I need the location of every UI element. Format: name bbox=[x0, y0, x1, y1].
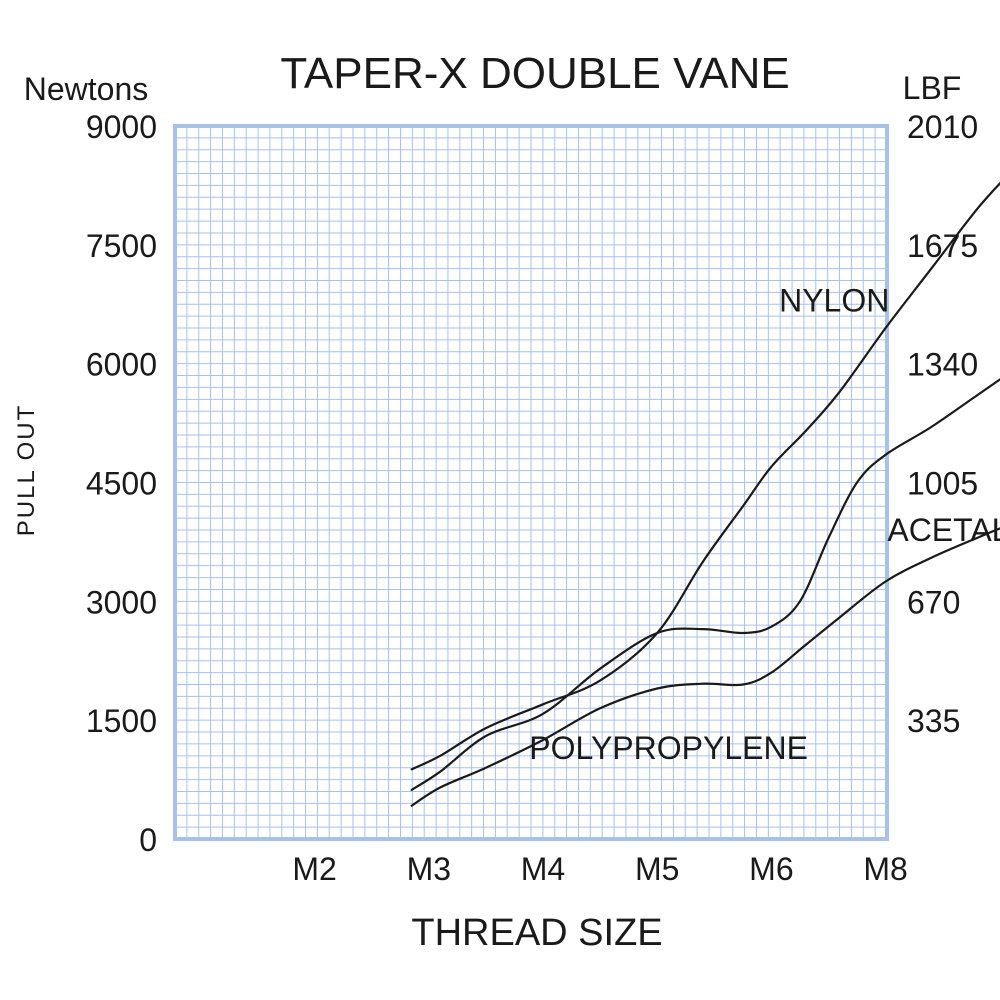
right-tick-label: 335 bbox=[907, 703, 960, 739]
x-tick-label: M8 bbox=[863, 851, 907, 887]
left-tick-label: 4500 bbox=[86, 466, 157, 502]
left-tick-label: 0 bbox=[139, 822, 157, 858]
left-axis-unit: Newtons bbox=[24, 71, 149, 107]
right-tick-label: 2010 bbox=[907, 109, 978, 145]
right-tick-label: 1005 bbox=[907, 466, 978, 502]
right-tick-labels: 335 670 1005 1340 1675 2010 bbox=[907, 109, 978, 739]
x-tick-label: M4 bbox=[521, 851, 565, 887]
series-line-nylon bbox=[410, 181, 1000, 771]
left-tick-label: 1500 bbox=[86, 703, 157, 739]
y-axis-label: PULL OUT bbox=[13, 404, 40, 536]
chart-title: TAPER-X DOUBLE VANE bbox=[280, 49, 789, 98]
x-tick-label: M2 bbox=[292, 851, 336, 887]
series-label-nylon: NYLON bbox=[779, 282, 889, 318]
series-line-acetal bbox=[410, 378, 1000, 791]
series-label-polypropylene: POLYPROPYLENE bbox=[529, 730, 808, 766]
series-annotations: NYLON ACETAL POLYPROPYLENE bbox=[529, 282, 1000, 766]
x-tick-label: M6 bbox=[749, 851, 793, 887]
series-line-polypropylene bbox=[410, 527, 1000, 807]
left-tick-label: 6000 bbox=[86, 347, 157, 383]
left-tick-label: 7500 bbox=[86, 228, 157, 264]
left-tick-label: 3000 bbox=[86, 584, 157, 620]
right-axis-unit: LBF bbox=[903, 70, 962, 106]
x-tick-label: M3 bbox=[407, 851, 451, 887]
x-tick-label: M5 bbox=[635, 851, 679, 887]
left-tick-label: 9000 bbox=[86, 109, 157, 145]
right-tick-label: 1340 bbox=[907, 347, 978, 383]
plot-frame bbox=[173, 124, 889, 841]
x-tick-labels: M2 M3 M4 M5 M6 M8 bbox=[292, 851, 907, 887]
grid bbox=[175, 126, 887, 839]
left-tick-labels: 0 1500 3000 4500 6000 7500 9000 bbox=[86, 109, 157, 858]
series-lines bbox=[410, 181, 1000, 807]
x-axis-label: THREAD SIZE bbox=[411, 912, 662, 954]
right-tick-label: 670 bbox=[907, 584, 960, 620]
right-tick-label: 1675 bbox=[907, 228, 978, 264]
series-label-acetal: ACETAL bbox=[887, 512, 1000, 548]
